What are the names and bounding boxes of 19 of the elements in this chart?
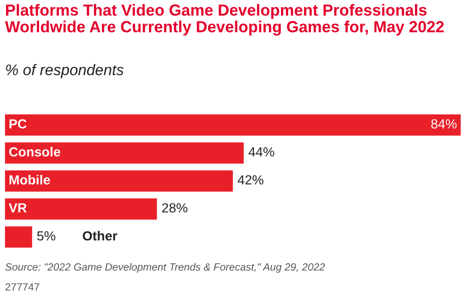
data-label: 84%	[431, 119, 457, 129]
bar	[5, 142, 244, 164]
y-tick-label: VR	[8, 203, 27, 212]
source-note: Source: "2022 Game Development Trends & Forecast," Aug 29, 2022	[5, 263, 325, 273]
y-tick-label: PC	[10, 119, 27, 129]
chart-subtitle: % of respondents	[6, 64, 124, 78]
data-label: 5%	[37, 231, 56, 241]
y-tick-label: Other	[82, 230, 118, 241]
bar	[5, 170, 233, 192]
bar	[5, 114, 461, 136]
bar	[5, 226, 32, 248]
y-tick-label: Console	[9, 146, 60, 157]
data-label: 44%	[248, 147, 274, 156]
y-tick-label: Mobile	[10, 174, 50, 185]
text: 277747	[6, 283, 40, 291]
bar	[5, 198, 157, 220]
chart-title: Platforms That Video Game Development Professionals Worldwide Are Currently Developing Games for, May 2022	[5, 4, 444, 36]
data-label: 28%	[162, 203, 188, 213]
data-label: 42%	[238, 175, 264, 184]
